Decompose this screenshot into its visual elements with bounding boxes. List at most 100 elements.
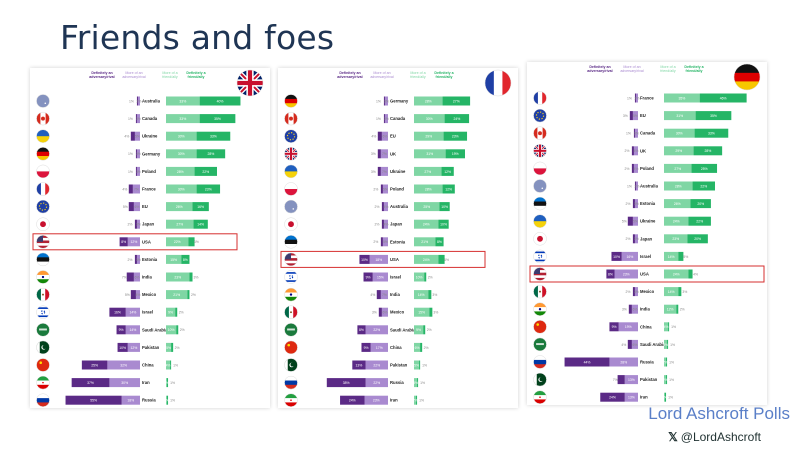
usa-flag-icon <box>284 252 298 267</box>
data-label: 30% <box>178 187 185 191</box>
data-label: 1% <box>662 396 667 400</box>
data-label: 23% <box>205 187 212 191</box>
data-label: 22% <box>373 328 380 332</box>
bar-more-friend <box>664 146 694 156</box>
bar-definitely-friend <box>423 325 426 335</box>
data-label: 6% <box>382 135 387 139</box>
data-label: 13% <box>356 363 363 367</box>
data-label: 16% <box>114 311 121 315</box>
data-label: 1% <box>164 381 169 385</box>
bar-definitely-adversary <box>377 166 381 176</box>
bar-definitely-friend <box>445 149 465 159</box>
category-label: Estonia <box>142 257 158 262</box>
bar-definitely-adversary <box>627 339 632 349</box>
data-label: 2% <box>373 187 378 191</box>
bar-definitely-friend <box>678 251 684 261</box>
data-label: 2% <box>413 399 418 403</box>
bar-definitely-adversary <box>126 272 134 282</box>
data-label: 30% <box>676 132 683 136</box>
data-label: 31% <box>676 114 683 118</box>
row-china: China 9% 17% 6% 2% <box>284 340 429 355</box>
category-label: EU <box>142 204 148 209</box>
data-label: 5% <box>135 135 140 139</box>
data-label: 2% <box>191 293 196 297</box>
data-label: 1% <box>173 363 178 367</box>
bar-more-adversary <box>134 131 140 141</box>
data-label: 14% <box>129 311 136 315</box>
data-label: 3% <box>433 311 438 315</box>
twitter-handle[interactable]: 𝕏 @LordAshcroft <box>668 430 761 444</box>
bar-definitely-adversary <box>381 202 384 212</box>
bar-definitely-friend <box>691 163 718 173</box>
bar-more-adversary <box>618 322 638 332</box>
data-label: 29% <box>425 135 432 139</box>
bar-definitely-adversary <box>361 342 371 352</box>
estonia-flag-icon <box>533 196 547 211</box>
data-label: 28% <box>675 184 682 188</box>
bar-definitely-friend <box>187 290 190 300</box>
france-flag-icon <box>533 91 547 105</box>
data-label: 23% <box>672 237 679 241</box>
data-label: 44% <box>584 360 591 364</box>
data-label: 18% <box>375 258 382 262</box>
data-label: 5% <box>683 255 688 259</box>
data-label: 2% <box>624 149 629 153</box>
bar-more-adversary <box>624 375 638 385</box>
bar-more-adversary <box>384 96 388 106</box>
bar-definitely-adversary <box>628 304 632 314</box>
row-saudi-arabia: Saudi Arabia 4% 6% 3% 1% <box>533 337 675 352</box>
saudi-arabia-flag-icon <box>533 337 547 352</box>
data-label: 30% <box>121 381 128 385</box>
data-label: 1% <box>128 152 133 156</box>
category-label: EU <box>640 113 646 118</box>
data-label: 26% <box>176 205 183 209</box>
category-label: India <box>142 275 152 280</box>
category-label: France <box>640 96 654 101</box>
data-label: 3% <box>136 117 141 121</box>
data-label: 4% <box>634 167 639 171</box>
category-label: USA <box>640 272 649 277</box>
data-label: 13% <box>628 378 635 382</box>
data-label: 17% <box>376 346 383 350</box>
bar-more-friend <box>414 237 436 247</box>
category-label: Poland <box>390 187 404 192</box>
data-label: 4% <box>136 293 141 297</box>
bar-definitely-adversary <box>634 181 636 191</box>
india-flag-icon <box>533 302 547 316</box>
india-flag-icon <box>36 270 50 284</box>
legend-definitely-a-friend-ally: Definitely a friend/ally <box>684 65 704 73</box>
bar-more-adversary <box>136 219 140 229</box>
data-label: 8% <box>608 272 613 276</box>
bar-definitely-friend <box>695 111 732 121</box>
data-label: 3% <box>634 290 639 294</box>
bar-more-adversary <box>133 202 140 212</box>
data-label: 24% <box>423 258 430 262</box>
india-flag-icon <box>284 287 298 302</box>
bar-definitely-adversary <box>611 251 622 261</box>
data-label: 2% <box>625 290 630 294</box>
bar-definitely-friend <box>189 272 193 282</box>
data-label: 4% <box>634 149 639 153</box>
bar-definitely-friend <box>442 96 471 106</box>
data-label: 25% <box>423 205 430 209</box>
bar-more-friend <box>166 131 197 141</box>
data-label: 28% <box>425 187 432 191</box>
data-label: 1% <box>668 396 673 400</box>
data-label: 12% <box>130 240 137 244</box>
data-label: 3% <box>663 343 668 347</box>
row-saudi-arabia: Saudi Arabia 8% 22% 9% 2% <box>284 323 432 337</box>
bar-more-adversary <box>380 149 388 159</box>
data-label: 1% <box>164 399 169 403</box>
data-label: 2% <box>635 96 640 100</box>
data-label: 1% <box>669 378 674 382</box>
row-mexico: Mexico 5% 4% 21% 2% <box>36 287 196 302</box>
data-label: 29% <box>675 149 682 153</box>
data-label: 2% <box>680 308 685 312</box>
category-label: Russia <box>640 360 654 365</box>
data-label: 14% <box>197 223 204 227</box>
bar-more-friend <box>664 339 668 349</box>
row-usa: USA 8% 12% 22% 6% <box>36 235 199 249</box>
bar-more-friend <box>166 378 168 388</box>
row-israel: Israel 10% 16% 14% 5% <box>533 249 688 264</box>
data-label: 31% <box>426 152 433 156</box>
